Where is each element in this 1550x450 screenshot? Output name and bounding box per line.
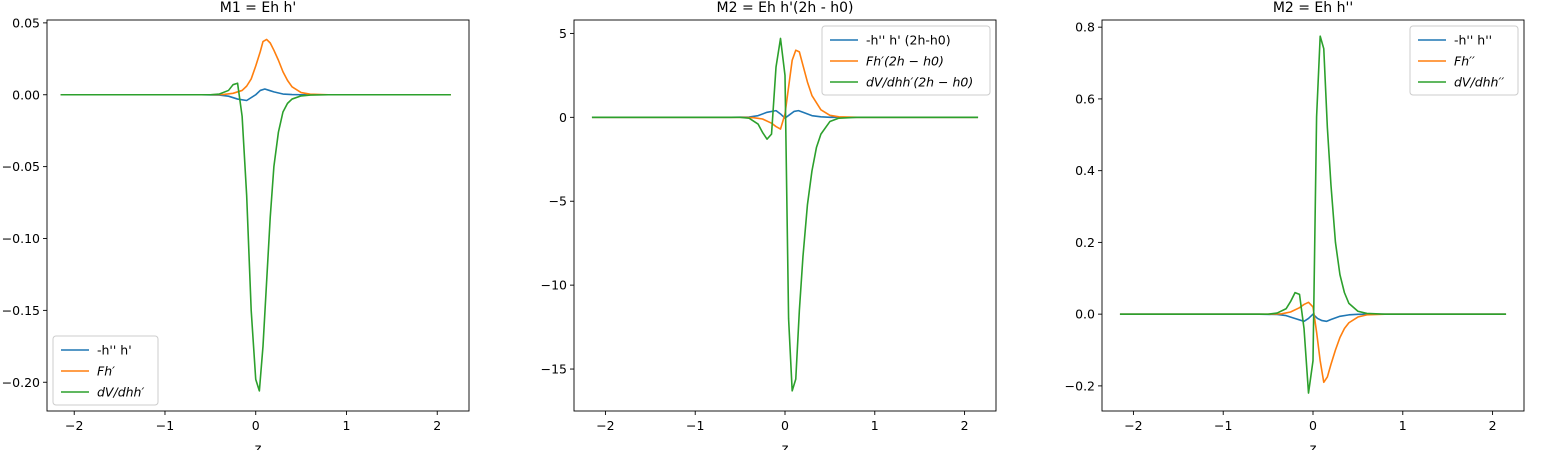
x-axis-label: z: [782, 442, 789, 450]
y-tick-label: 0: [559, 110, 567, 125]
x-tick-label: −1: [1214, 418, 1232, 433]
legend-label: -h'' h'': [1454, 33, 1492, 48]
y-tick-label: −15: [541, 362, 567, 377]
y-tick-label: −0.15: [2, 303, 40, 318]
series-line-1: [591, 109, 979, 119]
legend-box: [821, 25, 991, 96]
legend-label: dV/dhh′′: [1454, 75, 1504, 90]
x-tick-label: −2: [65, 418, 83, 433]
y-tick-label: 0.2: [1075, 235, 1095, 250]
series-line-2: [60, 38, 451, 96]
y-tick-label: −0.2: [1065, 378, 1095, 393]
x-tick-label: 1: [1399, 418, 1407, 433]
legend: -h'' h' Fh′ dV/dhh′: [52, 335, 159, 406]
x-tick-label: −1: [156, 418, 174, 433]
x-tick-label: 1: [343, 418, 351, 433]
x-tick-label: 2: [433, 418, 441, 433]
y-tick-label: 0.0: [1075, 307, 1095, 322]
chart-title: M2 = Eh h'(2h - h0): [717, 0, 854, 16]
x-tick-label: 2: [1489, 418, 1497, 433]
legend: -h'' h'' Fh′′ dV/dhh′′: [1409, 25, 1519, 96]
series-line-1: [1119, 313, 1507, 323]
y-tick-label: 0.4: [1075, 163, 1095, 178]
y-tick-label: −0.20: [2, 375, 40, 390]
legend-box: [52, 335, 159, 406]
chart-3: −2 −1 0 1 2 0.8 0.6 0.4 0.2 0.0 −0.2 M2 = Eh h'' z -h…: [1065, 0, 1525, 450]
x-tick-label: 1: [871, 418, 879, 433]
x-tick-label: −2: [1124, 418, 1142, 433]
legend-box: [1409, 25, 1519, 96]
legend-label: -h'' h' (2h-h0): [866, 33, 951, 48]
x-tick-label: 0: [1309, 418, 1317, 433]
x-tick-label: −2: [596, 418, 614, 433]
legend: -h'' h' (2h-h0) Fh′(2h − h0) dV/dhh′(2h − …: [821, 25, 991, 96]
x-tick-label: 0: [252, 418, 260, 433]
legend-label: Fh′(2h − h0): [866, 54, 944, 69]
legend-label: Fh′: [97, 364, 115, 379]
legend-label: dV/dhh′: [97, 385, 144, 400]
legend-label: -h'' h': [97, 343, 132, 358]
y-tick-label: −0.05: [2, 159, 40, 174]
x-tick-label: −1: [686, 418, 704, 433]
chart-title: M2 = Eh h'': [1273, 0, 1353, 16]
series-line-3: [591, 37, 979, 392]
chart-1: −2 −1 0 1 2 0.05 0.00 −0.05 −0.10 −0.15 −0.20 M1 = …: [2, 0, 470, 450]
y-tick-label: 0.00: [12, 87, 40, 102]
y-tick-label: −5: [549, 194, 567, 209]
x-axis-label: z: [255, 442, 262, 450]
y-tick-label: −10: [541, 278, 567, 293]
y-tick-label: −0.10: [2, 231, 40, 246]
y-tick-label: 0.8: [1075, 20, 1095, 35]
series-line-3: [1119, 35, 1507, 394]
series-line-3: [60, 82, 451, 392]
series-line-1: [60, 88, 451, 102]
x-tick-label: 2: [961, 418, 969, 433]
legend-label: dV/dhh′(2h − h0): [866, 75, 973, 90]
series-line-2: [1119, 301, 1507, 384]
legend-label: Fh′′: [1454, 54, 1475, 69]
series-line-2: [591, 49, 979, 130]
y-tick-label: 5: [559, 26, 567, 41]
x-tick-label: 0: [781, 418, 789, 433]
y-tick-label: 0.6: [1075, 91, 1095, 106]
chart-title: M1 = Eh h': [220, 0, 297, 16]
y-tick-label: 0.05: [12, 15, 40, 30]
x-axis-label: z: [1310, 442, 1317, 450]
axes-frame: [46, 19, 470, 412]
